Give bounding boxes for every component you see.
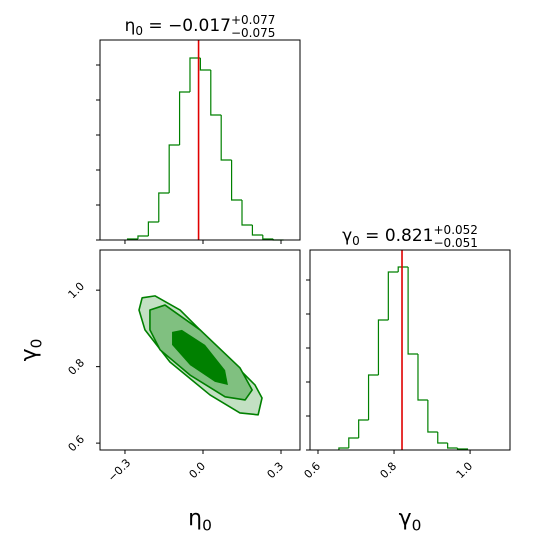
- x-tick-label: 0.3: [265, 460, 287, 482]
- histogram-step: [358, 419, 369, 438]
- symbol: γ: [17, 348, 42, 361]
- histogram-step: [417, 354, 428, 401]
- param-sub: 0: [352, 234, 360, 248]
- upper-error: +0.077: [231, 13, 275, 27]
- histogram-step: [348, 437, 359, 448]
- panel-title: γ0 = 0.821+0.052 −0.051: [342, 223, 478, 250]
- equals: =: [143, 16, 168, 36]
- y-tick-label: 0.8: [66, 356, 88, 378]
- histogram-step: [447, 443, 458, 449]
- histogram-step: [251, 225, 263, 236]
- equals: =: [360, 226, 385, 246]
- lower-error: −0.051: [434, 236, 478, 250]
- histogram-step: [137, 235, 149, 239]
- histogram-step: [262, 235, 274, 240]
- histogram-step: [377, 319, 389, 375]
- subscript: 0: [202, 517, 212, 535]
- x-tick-label: 0.0: [187, 460, 209, 482]
- axes-frame: [309, 249, 511, 451]
- histogram-step: [199, 58, 211, 71]
- x-tick-label: 0.8: [378, 460, 400, 482]
- label-text: γ0: [399, 506, 422, 535]
- symbol: γ: [399, 506, 412, 531]
- histogram-step: [168, 144, 180, 193]
- histogram-step: [407, 267, 418, 355]
- lower-error: −0.075: [231, 26, 275, 40]
- histogram-step: [230, 160, 243, 201]
- param: η: [125, 16, 136, 36]
- y-tick-label: 0.6: [66, 433, 88, 455]
- histogram-step: [220, 115, 232, 161]
- histogram-step: [338, 447, 349, 450]
- x-tick-label: −0.3: [105, 456, 133, 484]
- contour: [172, 329, 228, 385]
- histogram-step: [178, 91, 190, 145]
- panel-title: η0 = −0.017+0.077 −0.075: [125, 13, 276, 40]
- param: γ: [342, 226, 352, 246]
- histogram-step: [387, 271, 399, 320]
- histogram-step: [427, 400, 438, 433]
- histogram-step: [158, 192, 170, 222]
- upper-error: +0.052: [434, 223, 478, 237]
- histogram-step: [189, 57, 201, 92]
- axes-frame: [99, 249, 301, 451]
- param-sub: 0: [135, 24, 143, 38]
- estimate: 0.821: [385, 226, 434, 246]
- estimate: −0.017: [168, 16, 231, 36]
- histogram-step: [241, 200, 253, 226]
- histogram-step: [397, 266, 409, 272]
- histogram-step: [147, 221, 159, 236]
- subscript: 0: [28, 339, 46, 349]
- x-tick-label: 1.0: [454, 460, 476, 482]
- histogram-step: [210, 70, 222, 116]
- axes-frame: [99, 39, 301, 241]
- y-tick-label: 1.0: [66, 280, 88, 302]
- subscript: 0: [412, 517, 422, 535]
- symbol: η: [188, 506, 202, 531]
- histogram-step: [367, 374, 379, 420]
- x-tick-label: 0.6: [302, 460, 324, 482]
- label-text: η0: [188, 506, 212, 535]
- label-text: γ0: [17, 339, 46, 362]
- histogram-step: [437, 432, 448, 444]
